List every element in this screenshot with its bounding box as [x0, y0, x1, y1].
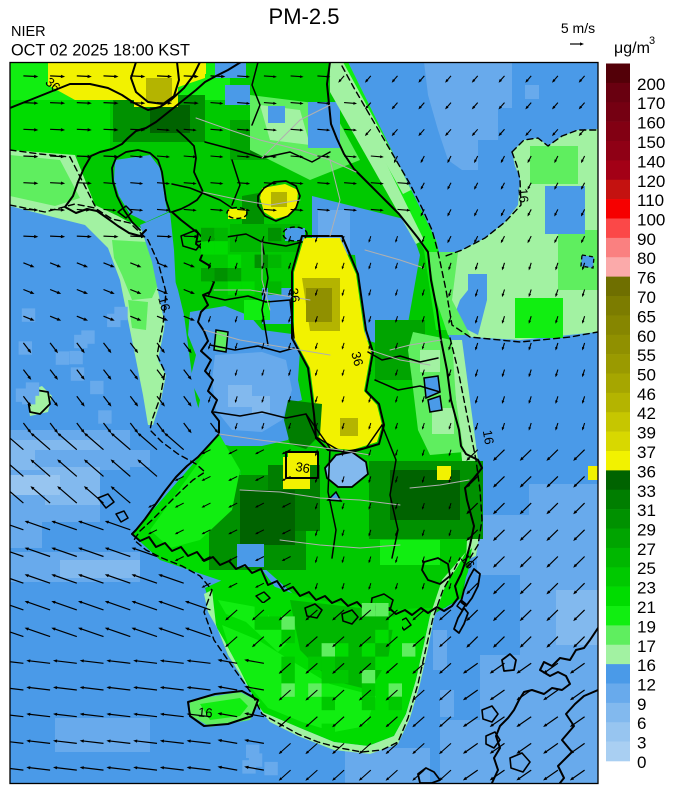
svg-text:150: 150	[637, 133, 665, 152]
svg-text:27: 27	[637, 540, 656, 559]
svg-text:65: 65	[637, 307, 656, 326]
svg-text:80: 80	[637, 249, 656, 268]
svg-text:36: 36	[294, 459, 311, 476]
svg-text:39: 39	[637, 424, 656, 443]
svg-text:16: 16	[637, 656, 656, 675]
svg-text:200: 200	[637, 75, 665, 94]
svg-text:50: 50	[637, 366, 656, 385]
svg-text:70: 70	[637, 288, 656, 307]
svg-text:19: 19	[637, 617, 656, 636]
svg-text:36: 36	[637, 462, 656, 481]
svg-text:100: 100	[637, 211, 665, 230]
svg-text:3: 3	[637, 734, 646, 753]
svg-text:5 m/s: 5 m/s	[561, 20, 595, 36]
svg-text:16: 16	[480, 429, 497, 446]
svg-text:46: 46	[637, 385, 656, 404]
svg-text:μg/m: μg/m	[614, 40, 650, 57]
svg-text:31: 31	[637, 501, 656, 520]
svg-text:9: 9	[637, 695, 646, 714]
svg-text:36: 36	[286, 287, 303, 304]
svg-text:16: 16	[198, 704, 214, 720]
svg-text:29: 29	[637, 521, 656, 540]
svg-text:42: 42	[637, 404, 656, 423]
svg-text:16: 16	[457, 551, 478, 571]
svg-text:90: 90	[637, 230, 656, 249]
svg-text:12: 12	[637, 676, 656, 695]
svg-text:PM-2.5: PM-2.5	[269, 4, 340, 29]
svg-text:33: 33	[637, 482, 656, 501]
svg-text:6: 6	[637, 714, 646, 733]
svg-text:110: 110	[637, 191, 664, 210]
svg-text:160: 160	[637, 114, 665, 133]
svg-text:3: 3	[649, 35, 655, 47]
svg-text:170: 170	[637, 94, 665, 113]
svg-text:0: 0	[637, 753, 646, 772]
svg-text:21: 21	[637, 598, 656, 617]
svg-text:76: 76	[637, 269, 656, 288]
svg-text:OCT 02 2025 18:00 KST: OCT 02 2025 18:00 KST	[11, 42, 190, 60]
svg-text:120: 120	[637, 172, 665, 191]
svg-text:36: 36	[348, 350, 366, 368]
svg-text:17: 17	[637, 637, 656, 656]
svg-text:23: 23	[637, 579, 656, 598]
svg-text:140: 140	[637, 152, 665, 171]
svg-text:16: 16	[155, 295, 173, 313]
svg-text:16: 16	[515, 188, 531, 204]
svg-text:NIER: NIER	[11, 24, 46, 40]
svg-text:37: 37	[637, 443, 656, 462]
svg-text:60: 60	[637, 327, 656, 346]
svg-text:25: 25	[637, 559, 656, 578]
svg-text:55: 55	[637, 346, 656, 365]
